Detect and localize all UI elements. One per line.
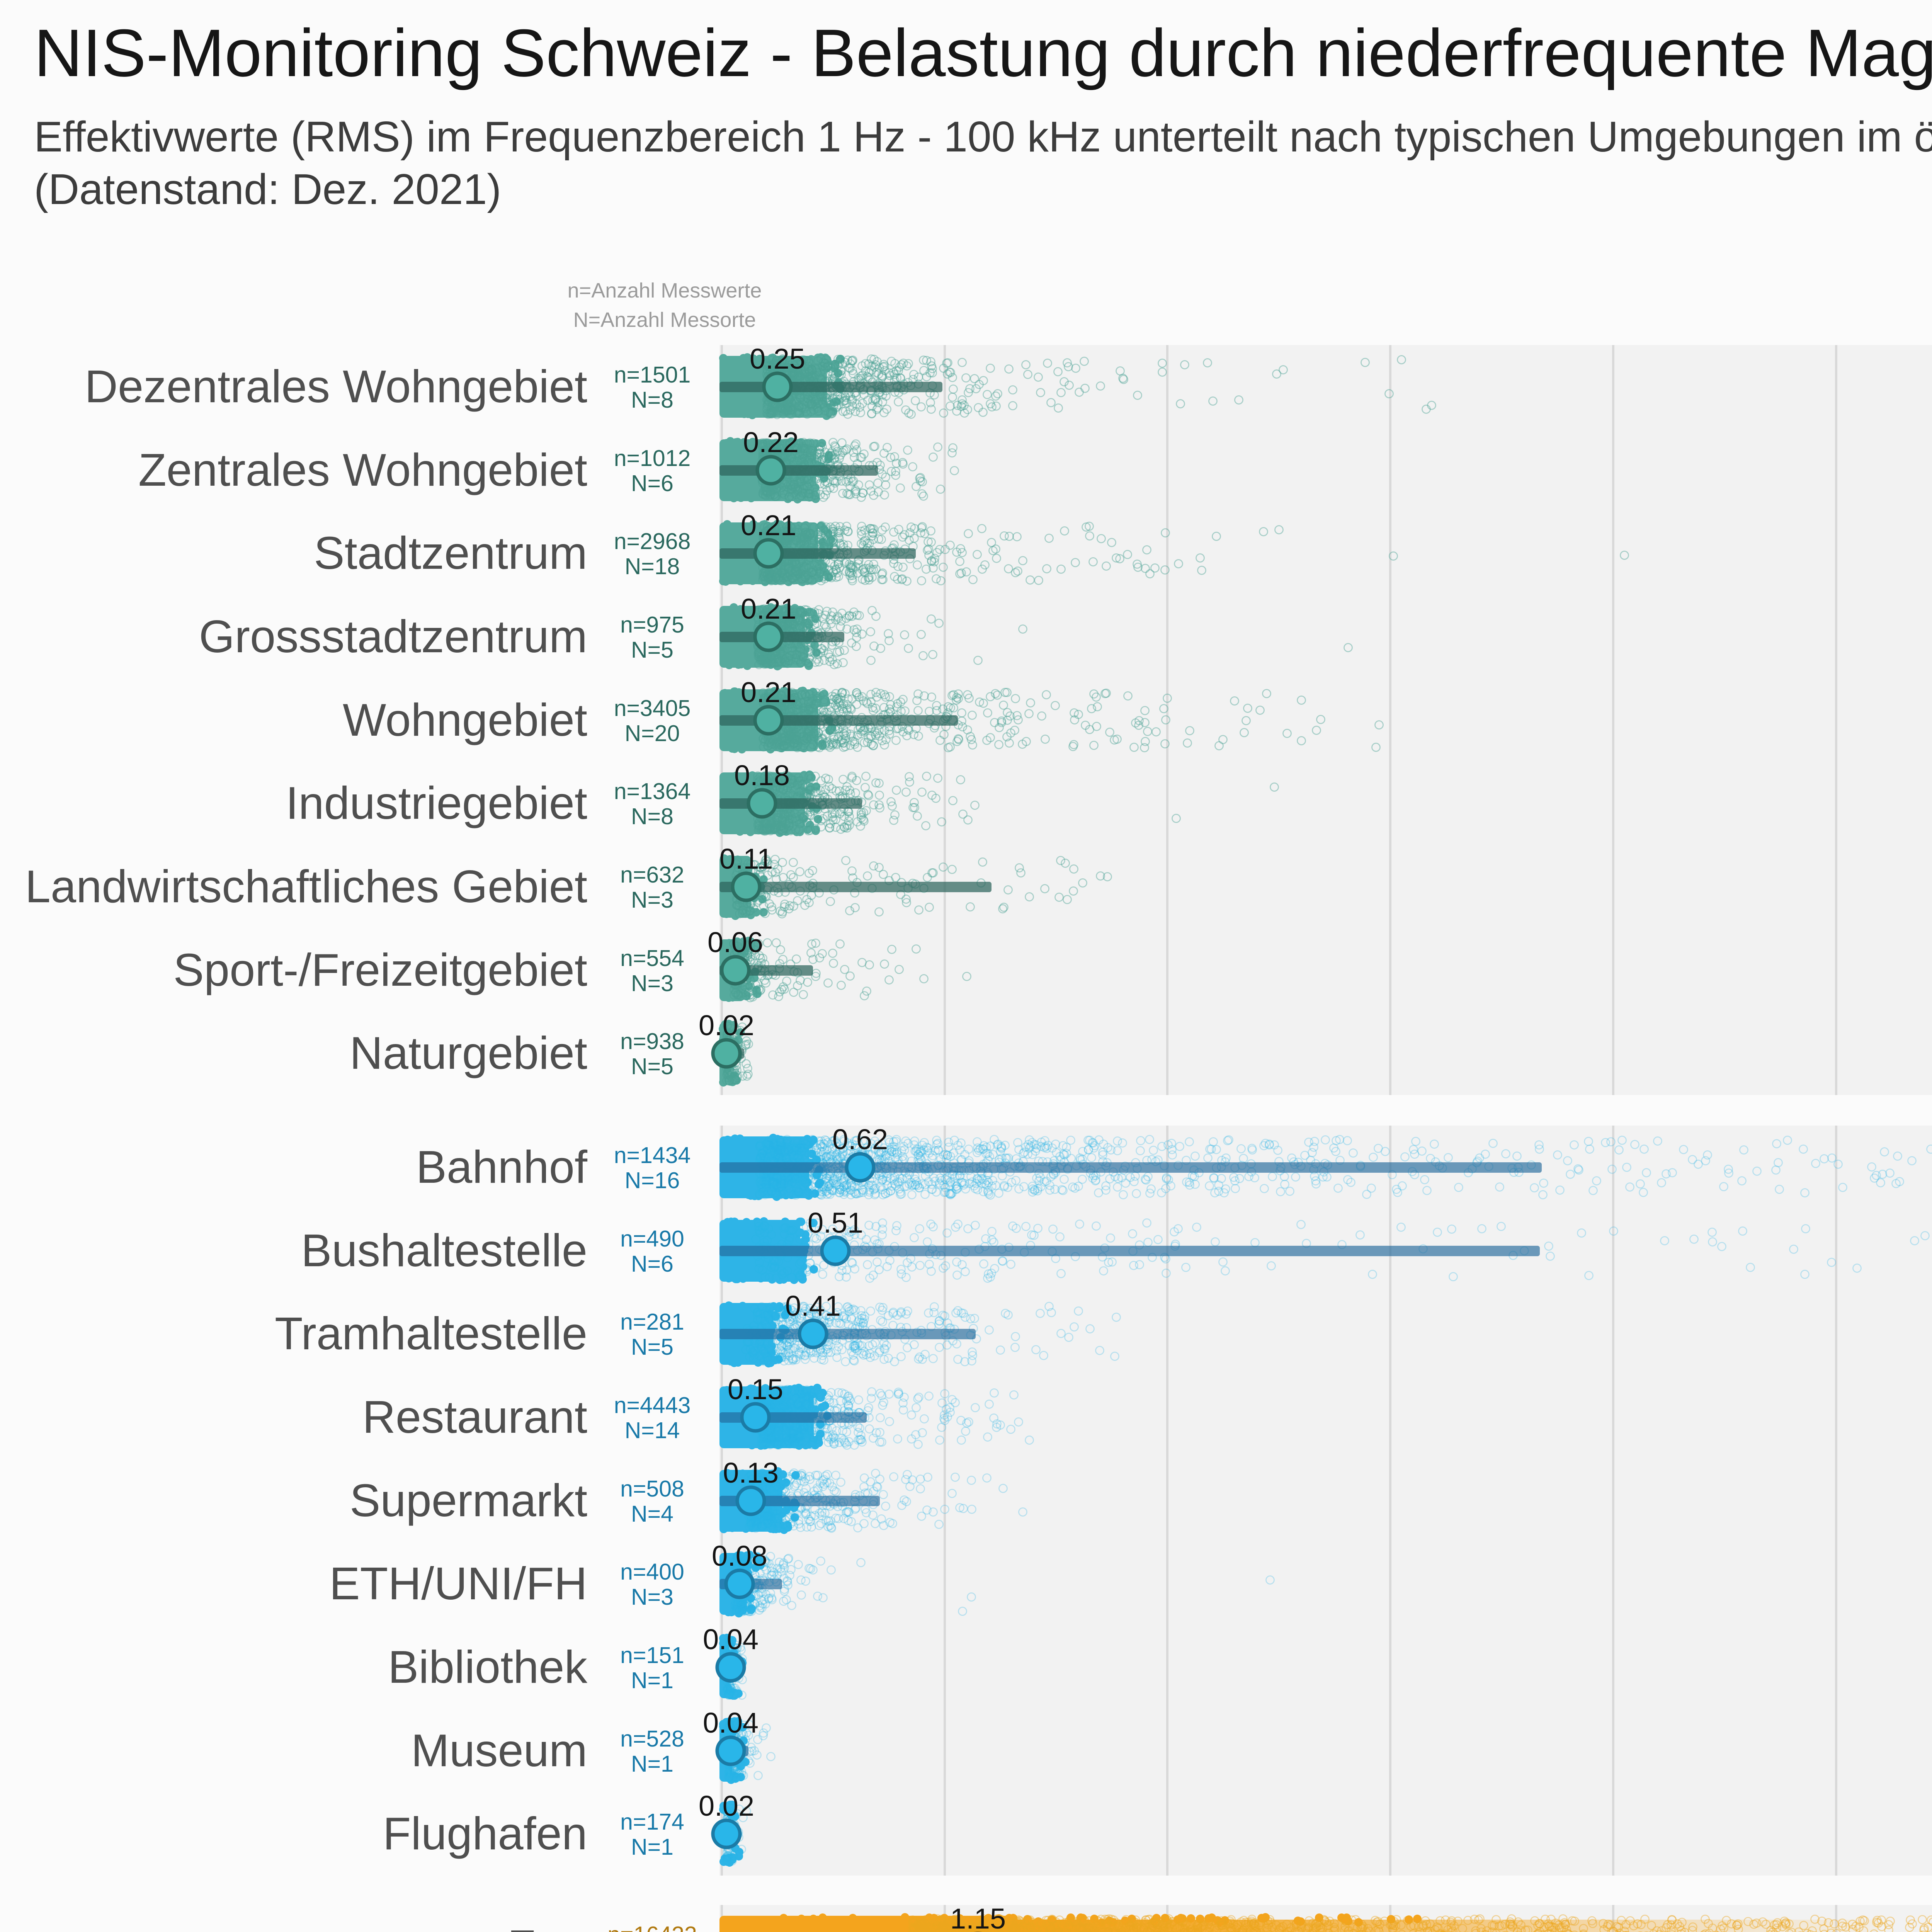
svg-text:N=20: N=20 — [625, 721, 680, 746]
svg-text:N=18: N=18 — [625, 554, 680, 579]
svg-text:Zug: Zug — [508, 1921, 587, 1932]
svg-text:0.62: 0.62 — [832, 1123, 888, 1155]
svg-text:Bushaltestelle: Bushaltestelle — [301, 1225, 587, 1276]
svg-text:N=6: N=6 — [631, 1251, 673, 1277]
svg-text:0.13: 0.13 — [723, 1457, 779, 1489]
svg-text:N=Anzahl Messorte: N=Anzahl Messorte — [573, 308, 756, 332]
svg-text:0.41: 0.41 — [785, 1290, 841, 1322]
svg-text:N=3: N=3 — [631, 887, 673, 913]
svg-text:1.15: 1.15 — [950, 1903, 1006, 1932]
svg-text:n=938: n=938 — [620, 1029, 684, 1054]
svg-text:ETH/UNI/FH: ETH/UNI/FH — [329, 1558, 587, 1609]
svg-text:n=281: n=281 — [620, 1309, 684, 1335]
svg-text:Stadtzentrum: Stadtzentrum — [314, 527, 587, 579]
svg-text:N=3: N=3 — [631, 971, 673, 996]
svg-text:Naturgebiet: Naturgebiet — [350, 1027, 587, 1079]
svg-text:0.02: 0.02 — [699, 1009, 754, 1041]
svg-text:n=Anzahl Messwerte: n=Anzahl Messwerte — [568, 279, 762, 302]
svg-text:Restaurant: Restaurant — [362, 1391, 587, 1443]
svg-text:n=508: n=508 — [620, 1476, 684, 1502]
svg-text:Supermarkt: Supermarkt — [350, 1475, 587, 1526]
svg-text:N=8: N=8 — [631, 387, 673, 413]
svg-text:0.04: 0.04 — [703, 1707, 759, 1739]
svg-text:0.08: 0.08 — [712, 1540, 767, 1572]
svg-text:(Datenstand: Dez. 2021): (Datenstand: Dez. 2021) — [34, 165, 501, 213]
svg-text:N=6: N=6 — [631, 471, 673, 496]
svg-text:0.15: 0.15 — [728, 1373, 783, 1405]
svg-text:0.25: 0.25 — [750, 343, 805, 375]
svg-text:n=528: n=528 — [620, 1726, 684, 1752]
svg-text:n=1364: n=1364 — [614, 779, 691, 804]
svg-text:n=2968: n=2968 — [614, 529, 691, 554]
svg-text:Museum: Museum — [411, 1725, 587, 1776]
svg-text:n=1434: n=1434 — [614, 1143, 691, 1168]
svg-text:n=1501: n=1501 — [614, 362, 691, 388]
svg-text:0.21: 0.21 — [741, 676, 796, 708]
svg-text:n=1012: n=1012 — [614, 446, 691, 471]
svg-text:N=1: N=1 — [631, 1668, 673, 1693]
svg-text:Industriegebiet: Industriegebiet — [286, 777, 587, 829]
svg-text:Wohngebiet: Wohngebiet — [343, 694, 587, 746]
svg-text:n=490: n=490 — [620, 1226, 684, 1252]
svg-text:0.21: 0.21 — [741, 593, 796, 625]
svg-text:Tramhaltestelle: Tramhaltestelle — [275, 1308, 587, 1359]
svg-text:Bahnhof: Bahnhof — [416, 1141, 588, 1193]
svg-text:n=174: n=174 — [620, 1809, 684, 1835]
svg-text:N=1: N=1 — [631, 1751, 673, 1777]
svg-text:Sport-/Freizeitgebiet: Sport-/Freizeitgebiet — [173, 944, 587, 996]
svg-text:0.51: 0.51 — [808, 1207, 863, 1239]
svg-text:Flughafen: Flughafen — [383, 1808, 587, 1859]
svg-text:Bibliothek: Bibliothek — [388, 1641, 587, 1693]
svg-text:0.02: 0.02 — [699, 1790, 754, 1822]
svg-text:0.18: 0.18 — [734, 759, 790, 791]
svg-text:n=3405: n=3405 — [614, 696, 691, 721]
svg-text:n=554: n=554 — [620, 946, 684, 971]
svg-text:N=14: N=14 — [625, 1418, 680, 1443]
svg-text:n=975: n=975 — [620, 612, 684, 638]
svg-text:NIS-Monitoring Schweiz - Belas: NIS-Monitoring Schweiz - Belastung durch… — [34, 15, 1932, 90]
svg-text:n=400: n=400 — [620, 1559, 684, 1585]
svg-text:Grossstadtzentrum: Grossstadtzentrum — [199, 611, 587, 662]
svg-text:N=8: N=8 — [631, 804, 673, 829]
svg-text:N=4: N=4 — [631, 1501, 673, 1527]
svg-text:n=632: n=632 — [620, 862, 684, 888]
svg-text:N=3: N=3 — [631, 1584, 673, 1610]
svg-text:N=1: N=1 — [631, 1834, 673, 1860]
svg-text:0.11: 0.11 — [719, 843, 773, 875]
svg-text:n=151: n=151 — [620, 1643, 684, 1668]
svg-text:Landwirtschaftliches Gebiet: Landwirtschaftliches Gebiet — [25, 861, 587, 912]
svg-text:n=16422: n=16422 — [607, 1922, 697, 1932]
svg-text:n=4443: n=4443 — [614, 1393, 691, 1418]
svg-text:0.04: 0.04 — [703, 1623, 759, 1655]
svg-text:N=5: N=5 — [631, 1334, 673, 1360]
svg-text:N=16: N=16 — [625, 1168, 680, 1193]
svg-text:Dezentrales Wohngebiet: Dezentrales Wohngebiet — [85, 361, 587, 412]
svg-text:0.22: 0.22 — [743, 426, 799, 458]
svg-text:0.21: 0.21 — [741, 509, 796, 541]
svg-text:Effektivwerte (RMS) im Frequen: Effektivwerte (RMS) im Frequenzbereich 1… — [34, 113, 1932, 161]
svg-text:N=5: N=5 — [631, 1054, 673, 1079]
svg-text:Zentrales Wohngebiet: Zentrales Wohngebiet — [138, 444, 587, 496]
svg-text:N=5: N=5 — [631, 637, 673, 663]
svg-text:0.06: 0.06 — [707, 926, 763, 958]
